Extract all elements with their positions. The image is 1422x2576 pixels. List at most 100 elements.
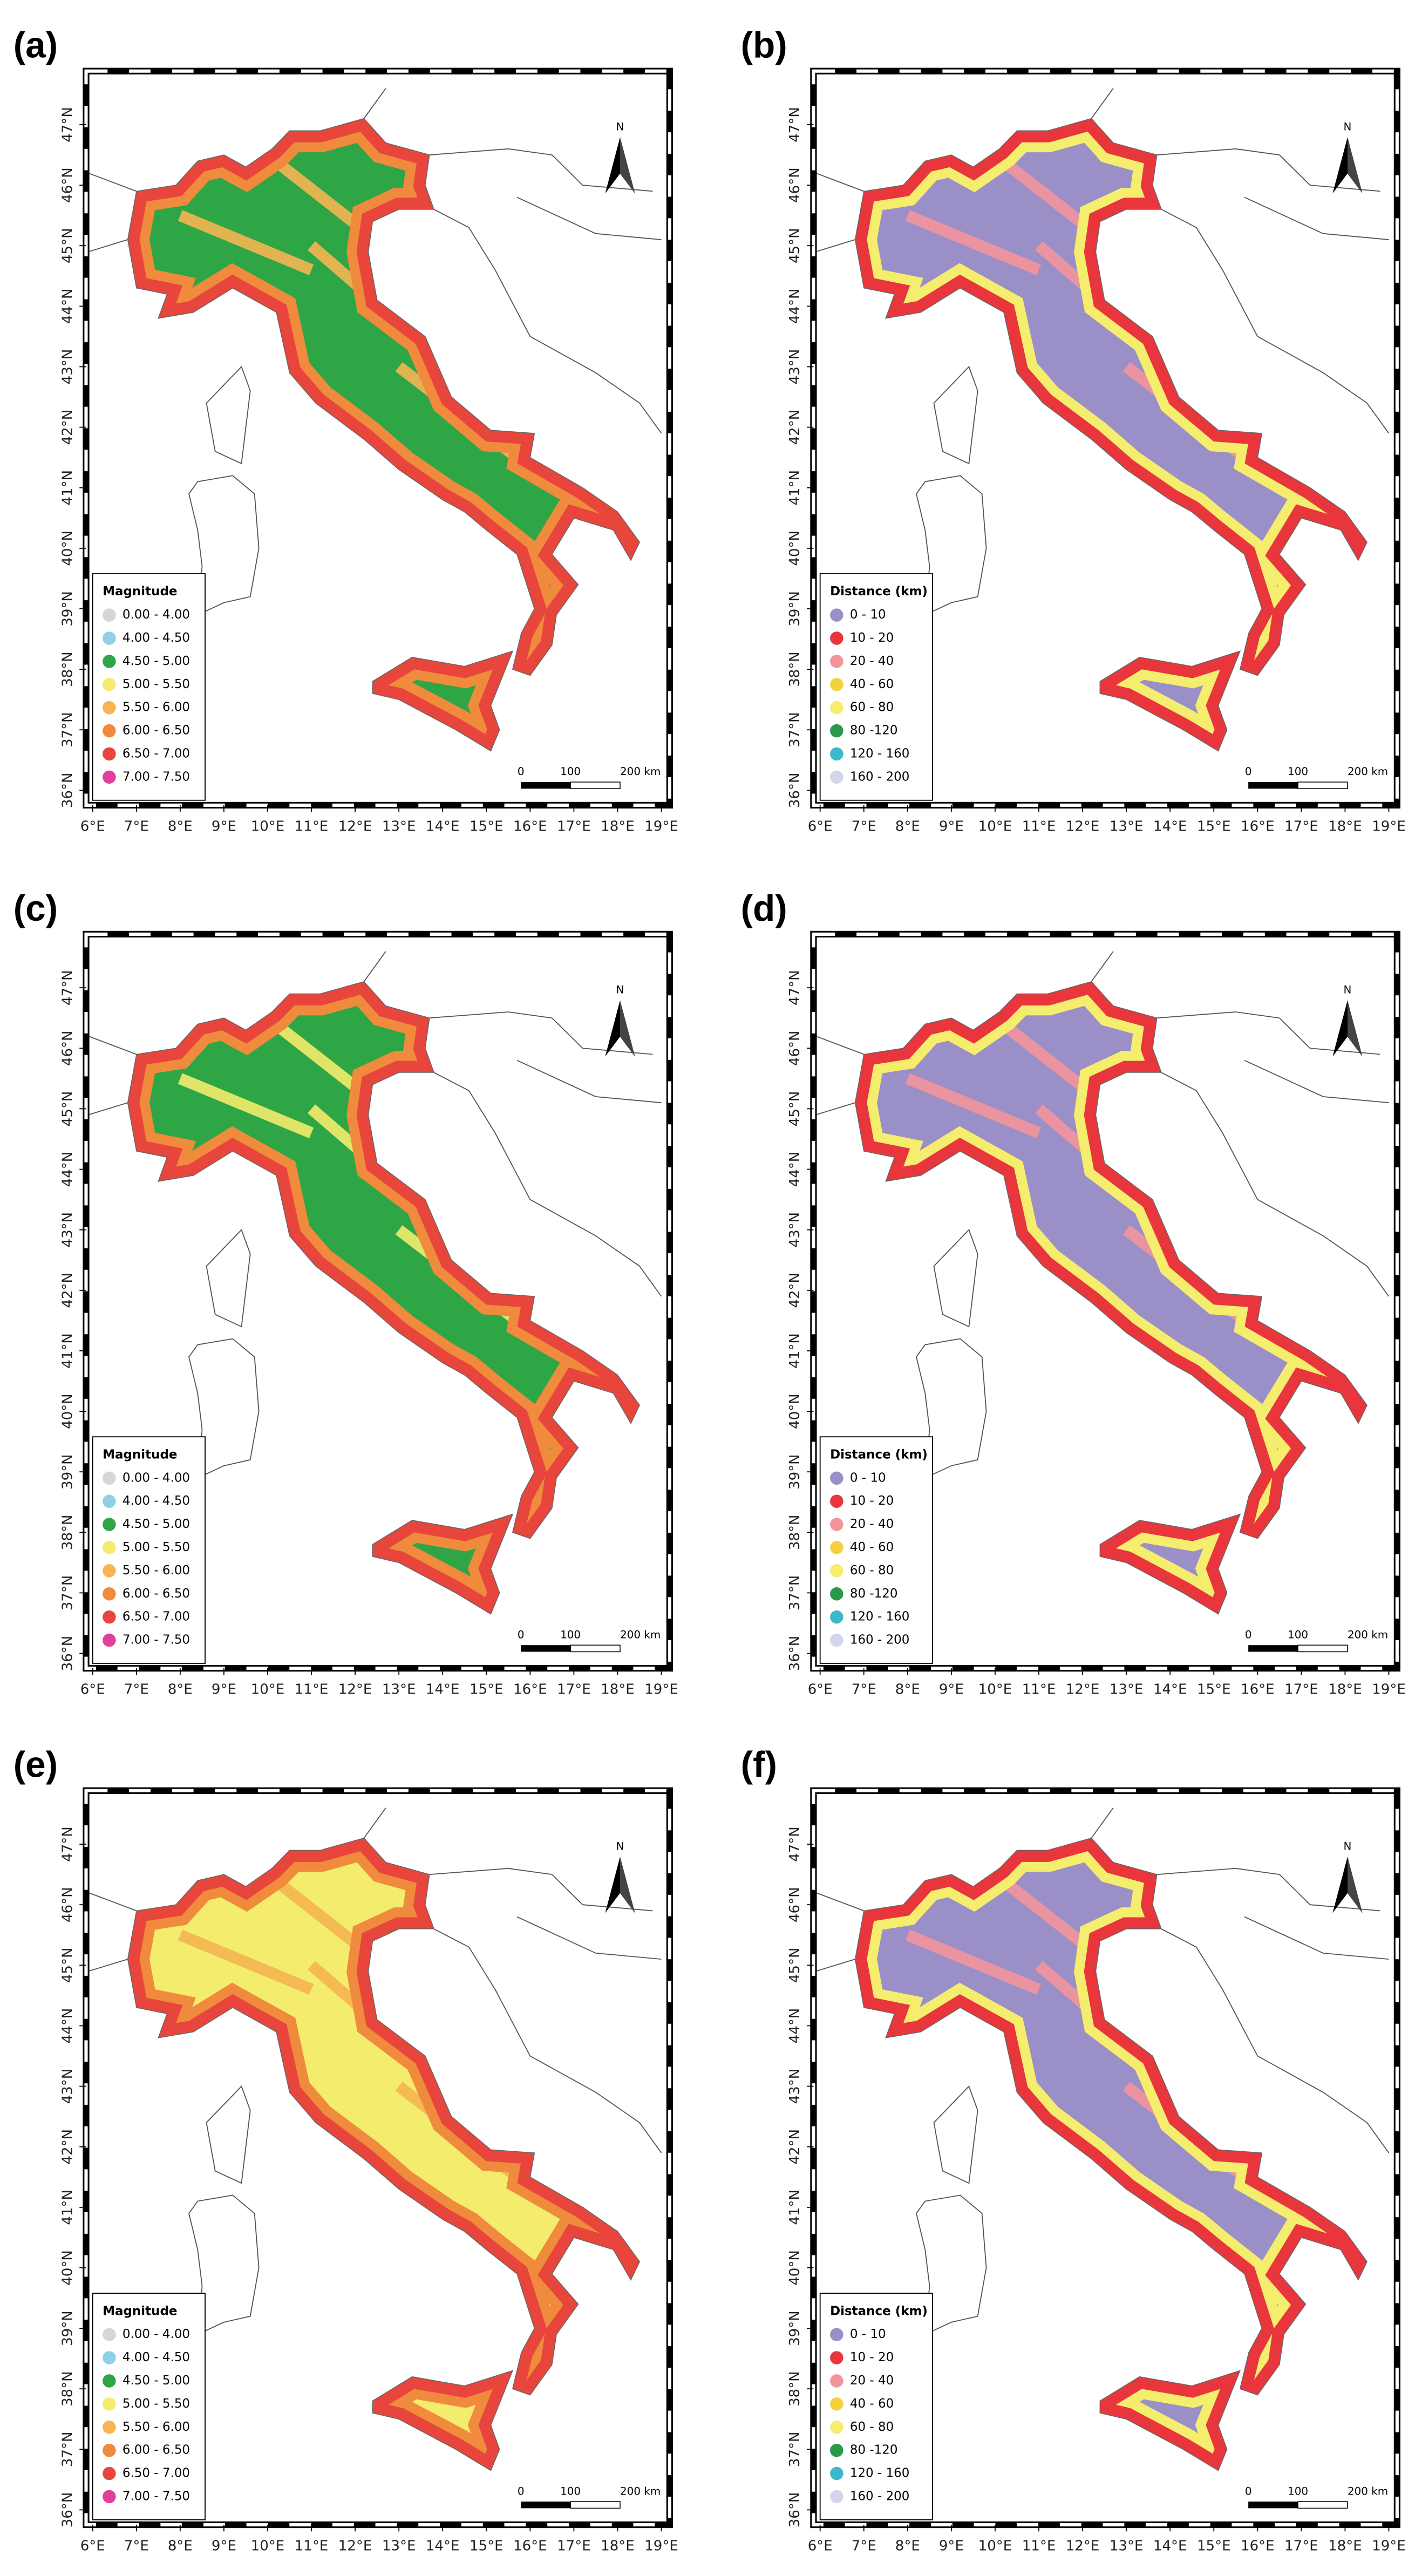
legend-title: Distance (km): [830, 2304, 928, 2318]
legend-swatch: [830, 747, 843, 761]
country-border: [363, 1807, 386, 1839]
island: [915, 1338, 987, 1479]
country-border: [363, 88, 386, 119]
lon-tick-label: 14°E: [426, 2538, 460, 2554]
country-border: [1091, 951, 1114, 982]
scale-bar-label: 0: [1245, 1628, 1252, 1641]
scale-bar-white: [1297, 2501, 1348, 2509]
lon-tick-label: 6°E: [80, 818, 105, 834]
scale-bar-label: 0: [518, 765, 525, 778]
frame-checker: [812, 69, 1399, 807]
lon-tick-label: 7°E: [124, 1681, 149, 1697]
island: [206, 365, 251, 465]
lat-tick-label: 43°N: [787, 1212, 803, 1248]
scale-bar-black: [1248, 1645, 1298, 1652]
legend-swatch: [103, 747, 116, 761]
legend: Distance (km) 0 - 10 10 - 20 20 - 40 40 - 60…: [819, 1436, 933, 1664]
legend-label: 10 - 20: [850, 1494, 894, 1508]
lon-tick-label: 8°E: [168, 1681, 193, 1697]
map-panel: (f) 6°E 7°E 8°E 9°E 10°E 11°E 12°E 13°E 14°E 15°E 1…: [741, 1745, 1406, 2554]
lon-tick-label: 6°E: [808, 818, 833, 834]
scale-bar-label: 0: [518, 1628, 525, 1641]
legend-label: 40 - 60: [850, 677, 894, 691]
legend-swatch: [830, 2374, 843, 2388]
lon-tick-label: 10°E: [251, 1681, 285, 1697]
legend-label: 5.00 - 5.50: [123, 677, 190, 691]
legend-label: 120 - 160: [850, 1610, 910, 1624]
legend: Distance (km) 0 - 10 10 - 20 20 - 40 40 - 60…: [819, 2293, 933, 2520]
lon-tick-label: 10°E: [978, 818, 1012, 834]
lat-tick-label: 46°N: [59, 1030, 76, 1066]
north-label: N: [1344, 120, 1352, 133]
lat-tick-label: 39°N: [59, 1454, 76, 1490]
frame-checker: [812, 932, 1399, 1670]
lon-tick-label: 17°E: [557, 2538, 591, 2554]
country-border: [1156, 1011, 1280, 1019]
lon-tick-label: 7°E: [124, 2538, 149, 2554]
scale-bar-label: 200 km: [620, 1628, 661, 1641]
lat-tick-label: 43°N: [59, 1212, 76, 1248]
legend-label: 6.50 - 7.00: [123, 1610, 190, 1624]
lon-tick-label: 15°E: [1197, 818, 1231, 834]
lon-tick-label: 18°E: [601, 1681, 635, 1697]
legend-swatch: [830, 2490, 843, 2504]
lon-tick-label: 12°E: [338, 818, 372, 834]
country-border: [815, 172, 865, 192]
band: [178, 1073, 314, 1139]
lon-tick-label: 18°E: [601, 818, 635, 834]
lon-tick-label: 16°E: [1241, 2538, 1275, 2554]
lat-tick-label: 37°N: [59, 2432, 76, 2468]
lat-tick-label: 42°N: [787, 410, 803, 445]
lat-tick-label: 39°N: [59, 2310, 76, 2346]
country-border: [88, 1892, 137, 1912]
country-border: [815, 1892, 865, 1912]
country-border: [433, 1928, 662, 2153]
lon-tick-label: 18°E: [601, 2538, 635, 2554]
lat-tick-label: 42°N: [787, 1273, 803, 1308]
country-border: [552, 1874, 653, 1912]
lat-tick-label: 46°N: [59, 1887, 76, 1922]
legend-swatch: [103, 1587, 116, 1601]
lat-tick-label: 40°N: [787, 2250, 803, 2286]
legend-swatch: [103, 724, 116, 738]
lon-tick-label: 12°E: [1066, 818, 1100, 834]
legend-swatch: [830, 2397, 843, 2411]
legend-label: 20 - 40: [850, 1517, 894, 1531]
lon-tick-label: 13°E: [382, 818, 416, 834]
lon-tick-label: 9°E: [939, 2538, 964, 2554]
legend-swatch: [830, 1564, 843, 1578]
legend-label: 7.00 - 7.50: [123, 2489, 190, 2503]
panel-label: (b): [741, 25, 787, 66]
legend-swatch: [830, 1633, 843, 1647]
italy-outline: [854, 1837, 1368, 2471]
country-border: [429, 1868, 553, 1875]
lon-tick-label: 18°E: [1328, 818, 1362, 834]
legend-swatch: [103, 1541, 116, 1554]
country-border: [552, 1017, 653, 1055]
country-border: [88, 239, 128, 253]
legend-label: 80 -120: [850, 724, 898, 738]
lat-tick-label: 38°N: [59, 1514, 76, 1550]
legend-label: 4.50 - 5.00: [123, 654, 190, 668]
legend-swatch: [830, 1471, 843, 1485]
scale-bar-label: 200 km: [620, 2485, 661, 2497]
country-border: [1161, 1928, 1390, 2153]
lat-tick-label: 44°N: [787, 1152, 803, 1187]
lat-tick-label: 37°N: [59, 712, 76, 747]
lat-tick-label: 41°N: [787, 470, 803, 506]
north-label: N: [616, 984, 624, 996]
legend-label: 0 - 10: [850, 2327, 886, 2341]
map-panel: (b) 6°E 7°E 8°E 9°E 10°E 11°E 12°E 13°E 14°E 15°E 1…: [741, 25, 1406, 835]
legend-swatch: [103, 2443, 116, 2457]
lon-tick-label: 10°E: [978, 1681, 1012, 1697]
island: [188, 1338, 260, 1479]
legend-swatch: [830, 770, 843, 784]
lon-tick-label: 9°E: [212, 1681, 236, 1697]
lon-tick-label: 17°E: [557, 818, 591, 834]
lon-tick-label: 7°E: [852, 2538, 876, 2554]
island: [915, 475, 987, 616]
lon-tick-label: 10°E: [251, 818, 285, 834]
country-border: [363, 951, 386, 982]
band: [905, 210, 1042, 275]
country-border: [815, 1102, 855, 1116]
